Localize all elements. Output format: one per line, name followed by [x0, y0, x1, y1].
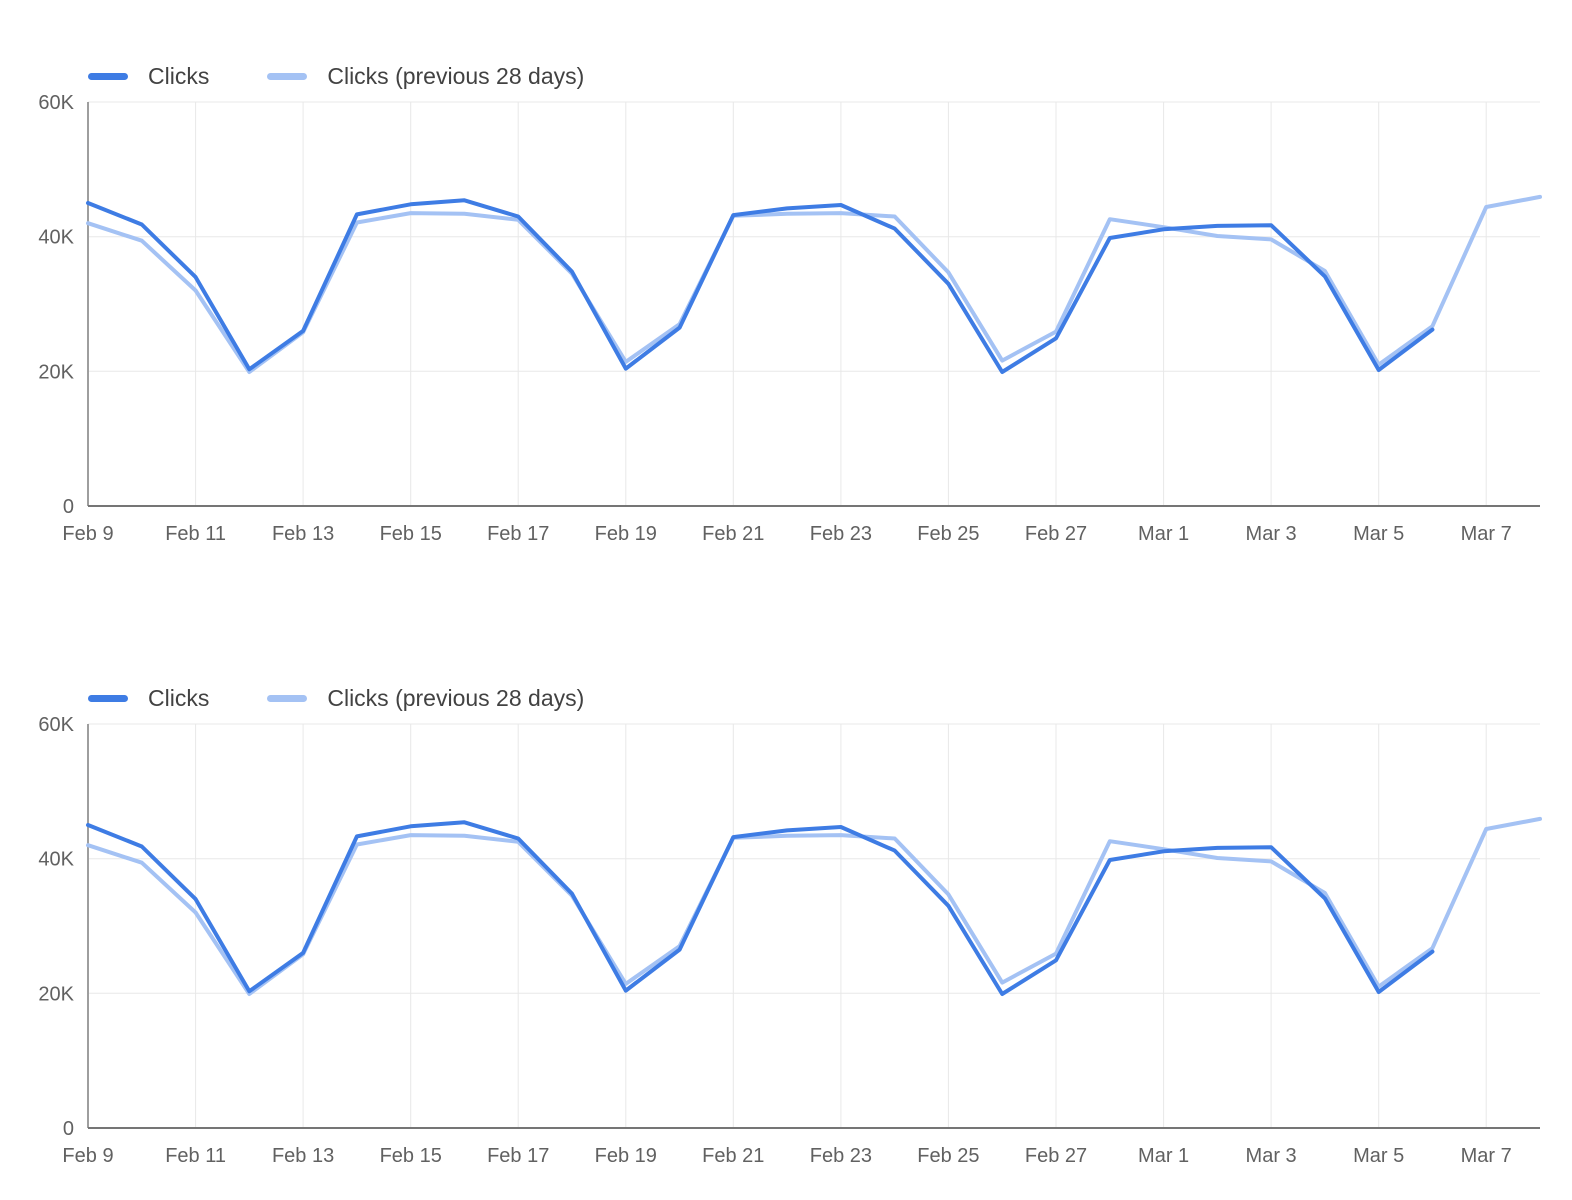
x-tick-label: Feb 21	[702, 1145, 764, 1167]
legend-swatch-clicks-icon	[88, 694, 128, 702]
legend-item-clicks[interactable]: Clicks	[88, 685, 209, 712]
x-tick-label: Feb 23	[810, 1145, 872, 1167]
x-tick-label: Mar 3	[1246, 1145, 1297, 1167]
x-tick-label: Mar 1	[1138, 1145, 1189, 1167]
x-tick-label: Feb 21	[702, 523, 764, 545]
series-line-0	[86, 198, 1435, 374]
legend-label-clicks: Clicks	[148, 62, 210, 89]
legend-item-clicks-previous[interactable]: Clicks (previous 28 days)	[267, 63, 584, 90]
clicks-line-chart: Feb 9 Feb 11 Feb 13 Feb 15 Feb 17 Feb 19 Feb 2…	[38, 716, 1542, 1167]
x-tick-label: Mar 1	[1138, 523, 1189, 545]
legend-label-clicks: Clicks	[148, 684, 210, 711]
y-tick-label: 0	[63, 1118, 74, 1140]
x-tick-label: Feb 13	[272, 523, 334, 545]
x-tick-label: Feb 11	[165, 523, 226, 545]
legend-swatch-clicks-previous-icon	[267, 72, 308, 80]
x-tick-label: Feb 27	[1025, 1145, 1087, 1167]
x-tick-label: Feb 25	[917, 1145, 979, 1167]
y-tick-label: 20K	[38, 361, 74, 383]
clicks-chart-bottom: Clicks Clicks (previous 28 days) Feb 9 Fe…	[0, 680, 1572, 1176]
x-tick-label: Mar 7	[1461, 1145, 1512, 1167]
x-tick-label: Feb 9	[62, 523, 113, 545]
x-tick-label: Mar 5	[1353, 523, 1404, 545]
clicks-chart-top: Clicks Clicks (previous 28 days) Feb 9 Fe…	[0, 0, 1572, 554]
x-tick-label: Mar 7	[1461, 523, 1512, 545]
x-tick-label: Feb 17	[487, 523, 549, 545]
y-tick-label: 40K	[38, 849, 74, 871]
x-tick-label: Feb 19	[595, 1145, 657, 1167]
y-tick-label: 20K	[38, 983, 74, 1005]
legend-item-clicks-previous[interactable]: Clicks (previous 28 days)	[267, 685, 584, 712]
x-tick-label: Feb 27	[1025, 523, 1087, 545]
legend-item-clicks[interactable]: Clicks	[88, 63, 209, 90]
x-tick-label: Feb 13	[272, 1145, 334, 1167]
x-tick-label: Feb 15	[380, 523, 442, 545]
series-line-1	[86, 816, 1542, 996]
chart-legend: Clicks Clicks (previous 28 days)	[88, 58, 1572, 94]
legend-label-clicks-previous: Clicks (previous 28 days)	[327, 62, 585, 89]
legend-swatch-clicks-previous-icon	[267, 694, 308, 702]
series-line-1	[86, 194, 1542, 374]
x-tick-label: Mar 3	[1246, 523, 1297, 545]
x-tick-label: Feb 25	[917, 523, 979, 545]
x-tick-label: Feb 17	[487, 1145, 549, 1167]
legend-label-clicks-previous: Clicks (previous 28 days)	[327, 684, 585, 711]
x-tick-label: Feb 15	[380, 1145, 442, 1167]
x-tick-label: Feb 11	[165, 1145, 226, 1167]
series-line-0	[86, 820, 1435, 996]
y-tick-label: 60K	[38, 716, 74, 736]
x-tick-label: Feb 19	[595, 523, 657, 545]
x-tick-label: Feb 9	[62, 1145, 113, 1167]
y-tick-label: 60K	[38, 94, 74, 114]
x-tick-label: Mar 5	[1353, 1145, 1404, 1167]
x-tick-label: Feb 23	[810, 523, 872, 545]
legend-swatch-clicks-icon	[88, 72, 128, 80]
y-tick-label: 40K	[38, 227, 74, 249]
chart-legend: Clicks Clicks (previous 28 days)	[88, 680, 1572, 716]
y-tick-label: 0	[63, 496, 74, 518]
clicks-line-chart: Feb 9 Feb 11 Feb 13 Feb 15 Feb 17 Feb 19 Feb 2…	[38, 94, 1542, 545]
